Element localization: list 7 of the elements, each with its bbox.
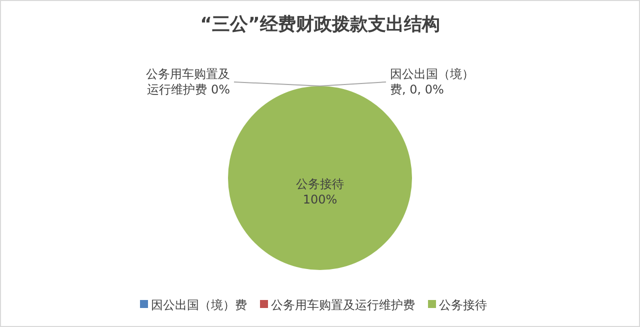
chart-title: “三公”经费财政拨款支出结构 [200,14,440,35]
legend-label: 因公出国（境）费 [151,298,247,312]
text: 因公出国（境）费, 0, 0% [390,67,474,97]
text: 公务用车购置及运行维护费 0% [146,67,230,97]
legend-label: 公务接待 [439,298,487,312]
legend-label: 公务用车购置及运行维护费 [271,298,415,312]
data-label: 公务接待 100% [296,177,344,207]
